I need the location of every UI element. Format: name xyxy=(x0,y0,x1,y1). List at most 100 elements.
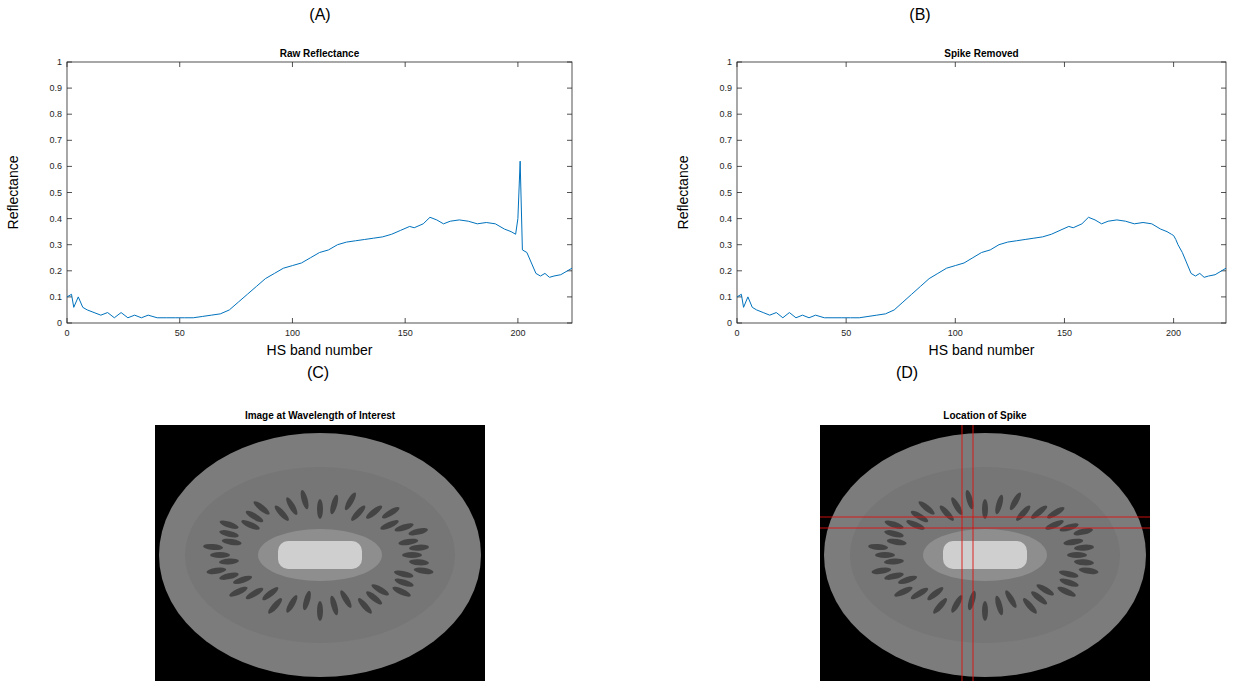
y-tick xyxy=(67,88,72,89)
seed xyxy=(1074,544,1094,551)
seed xyxy=(1014,504,1032,523)
x-tick xyxy=(846,318,847,323)
y-tick xyxy=(67,140,72,141)
seed xyxy=(1056,585,1077,599)
x-tick-label: 100 xyxy=(948,328,963,338)
seed xyxy=(299,489,310,510)
y-tick-label: 0.7 xyxy=(719,135,732,145)
y-tick-label: 0.1 xyxy=(719,292,732,302)
y-tick-label: 0.5 xyxy=(719,188,732,198)
y-tick-label: 0.2 xyxy=(719,266,732,276)
marks xyxy=(67,161,572,318)
y-tick-label: 0.1 xyxy=(49,292,62,302)
seed xyxy=(266,596,284,615)
x-tick xyxy=(737,318,738,323)
seed xyxy=(931,596,949,615)
y-tick xyxy=(67,166,72,167)
x-tick xyxy=(292,318,293,323)
reflectance-line xyxy=(67,161,572,318)
panel-letter: (D) xyxy=(896,364,918,381)
seed xyxy=(393,569,414,579)
y-tick-right xyxy=(567,114,572,115)
y-tick-label: 0.3 xyxy=(719,240,732,250)
seed xyxy=(364,589,383,606)
seed xyxy=(875,552,895,558)
seed xyxy=(219,529,240,539)
fruit-flesh xyxy=(824,433,1146,677)
seed xyxy=(1021,596,1039,615)
seed xyxy=(329,595,340,616)
seed xyxy=(994,494,1005,515)
y-tick-label: 0.2 xyxy=(49,266,62,276)
seed xyxy=(1029,589,1048,606)
core-halo xyxy=(258,529,382,581)
plot-frame xyxy=(67,62,572,323)
y-tick-right xyxy=(567,88,572,89)
seed xyxy=(871,566,892,575)
seed xyxy=(413,566,434,575)
seed xyxy=(994,595,1005,616)
panel-letter: (B) xyxy=(909,6,930,23)
x-tick-label: 100 xyxy=(285,328,300,338)
y-tick xyxy=(67,114,72,115)
y-tick xyxy=(67,244,72,245)
x-tick-top xyxy=(292,62,293,67)
x-tick xyxy=(517,318,518,323)
x-tick xyxy=(1064,318,1065,323)
crosshair-horizontal xyxy=(820,528,1150,529)
y-tick-label: 0.8 xyxy=(49,109,62,119)
panel-letter: (C) xyxy=(307,364,329,381)
y-tick-right xyxy=(1221,114,1226,115)
core xyxy=(278,541,362,569)
y-tick xyxy=(737,62,742,63)
chart-title: Spike Removed xyxy=(944,48,1018,59)
fruit-inner xyxy=(185,467,455,643)
seed xyxy=(409,544,429,551)
chart-title: Raw Reflectance xyxy=(280,48,360,59)
y-tick xyxy=(67,192,72,193)
x-tick-top xyxy=(67,62,68,67)
x-tick-label: 200 xyxy=(510,328,525,338)
y-tick-label: 0.6 xyxy=(719,161,732,171)
y-tick-right xyxy=(1221,140,1226,141)
y-tick xyxy=(67,62,72,63)
x-tick-label: 0 xyxy=(734,328,739,338)
chart-panel: (A)Raw Reflectance05010015020000.10.20.3… xyxy=(5,6,572,358)
y-tick-label: 0.5 xyxy=(49,188,62,198)
fruit-inner xyxy=(850,467,1120,643)
x-tick-top xyxy=(1173,62,1174,67)
y-tick-right xyxy=(1221,296,1226,297)
seed xyxy=(219,519,240,531)
x-tick-top xyxy=(405,62,406,67)
image-background xyxy=(820,425,1150,681)
core xyxy=(943,541,1027,569)
seed xyxy=(1059,577,1080,589)
y-tick xyxy=(737,140,742,141)
seed xyxy=(394,577,415,589)
x-tick-top xyxy=(846,62,847,67)
seed xyxy=(261,585,280,602)
x-tick xyxy=(67,318,68,323)
seed xyxy=(221,538,242,547)
seed xyxy=(964,489,975,510)
y-tick-label: 0.6 xyxy=(49,161,62,171)
y-tick-label: 0.8 xyxy=(719,109,732,119)
x-tick-label: 200 xyxy=(1166,328,1181,338)
y-tick-label: 1 xyxy=(57,57,62,67)
x-tick-top xyxy=(737,62,738,67)
y-tick xyxy=(737,88,742,89)
y-tick-right xyxy=(1221,244,1226,245)
seed xyxy=(884,519,905,531)
y-tick-right xyxy=(567,166,572,167)
seed xyxy=(349,504,367,523)
seed xyxy=(1078,566,1099,575)
seed xyxy=(917,499,936,516)
crosshair-vertical xyxy=(973,425,974,681)
seed xyxy=(329,494,340,515)
seed xyxy=(228,585,249,599)
seed xyxy=(210,552,230,558)
seed xyxy=(884,529,905,539)
y-tick-label: 0.9 xyxy=(719,83,732,93)
panel-letter: (A) xyxy=(309,6,330,23)
seed xyxy=(1067,552,1087,558)
